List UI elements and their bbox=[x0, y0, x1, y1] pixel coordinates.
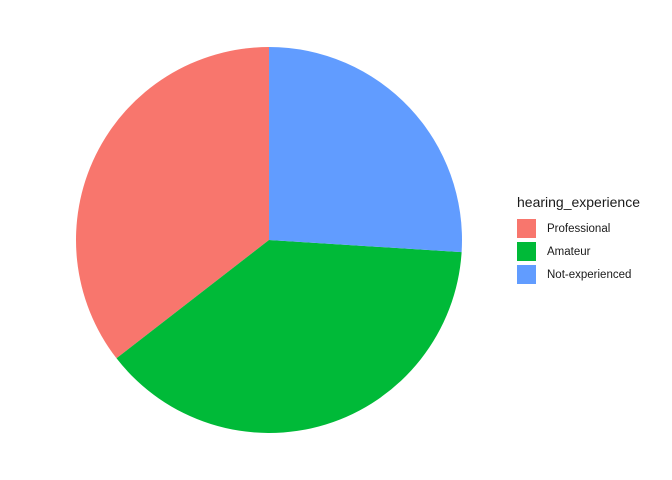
legend-label: Amateur bbox=[547, 245, 591, 258]
legend-label: Professional bbox=[547, 222, 611, 235]
legend-title: hearing_experience bbox=[517, 194, 640, 210]
legend-label: Not-experienced bbox=[547, 268, 632, 281]
pie-slice-amateur bbox=[116, 240, 462, 434]
pie-slices bbox=[76, 47, 463, 434]
legend-key-swatch bbox=[517, 219, 536, 238]
legend-key-swatch bbox=[517, 265, 536, 284]
legend-key-swatch bbox=[517, 242, 536, 261]
legend-item: Not-experienced bbox=[517, 263, 640, 286]
legend-item: Amateur bbox=[517, 240, 640, 263]
pie-slice-professional bbox=[76, 47, 269, 359]
legend-item: Professional bbox=[517, 217, 640, 240]
pie-slice-not-experienced bbox=[269, 47, 463, 253]
legend-items: Professional Amateur Not-experienced bbox=[517, 217, 640, 286]
legend: hearing_experience Professional Amateur No… bbox=[517, 193, 640, 286]
